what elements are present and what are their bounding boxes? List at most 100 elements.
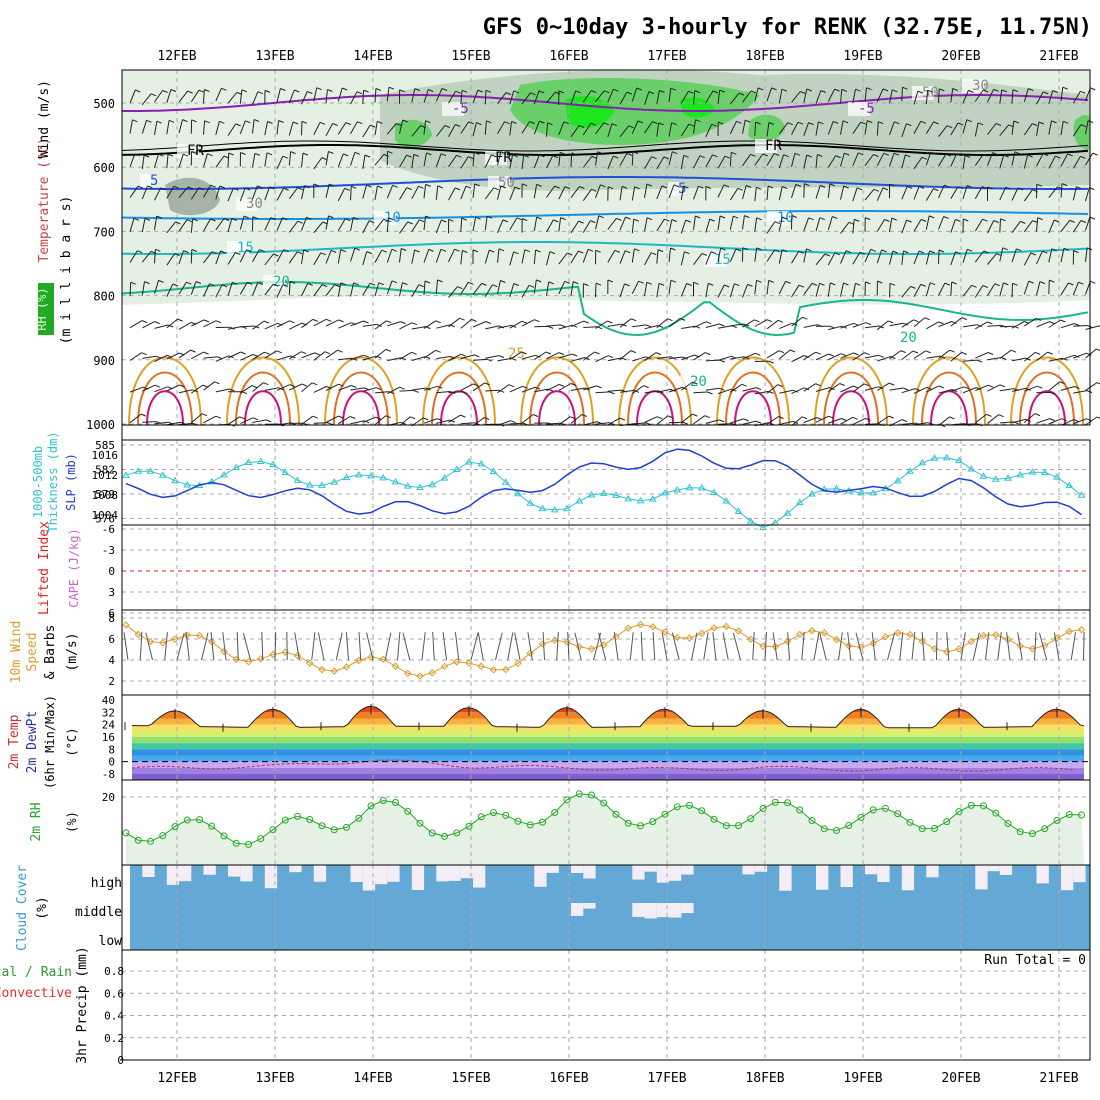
wind-barb <box>717 284 725 298</box>
wind-barb <box>791 416 803 427</box>
wind-barb-flag <box>301 351 307 355</box>
wind-barb-flag <box>701 253 708 256</box>
rh2m-marker <box>600 799 608 807</box>
wind-barb <box>337 218 346 232</box>
wind-barb <box>852 417 866 426</box>
wind-barb <box>1011 418 1026 424</box>
wind-barb-flag <box>1049 418 1055 422</box>
cloud-clear-high <box>571 865 584 873</box>
wind-barb <box>1023 220 1034 233</box>
wind-barb <box>1023 88 1029 103</box>
date-label-bottom: 18FEB <box>745 1071 784 1086</box>
wind-barb <box>913 186 920 200</box>
contour-label-bg <box>140 174 153 188</box>
wind-barb-flag <box>485 89 492 93</box>
wind-barb-flag <box>324 351 331 355</box>
rh2m-marker <box>698 807 706 815</box>
rh-tick: 20 <box>102 791 115 804</box>
wind-barb-flag <box>750 90 757 94</box>
wind-barb-flag <box>1061 183 1068 187</box>
wind-barb <box>668 386 683 393</box>
wind-barb-flag <box>609 422 615 426</box>
wind-barb-flag <box>513 283 519 286</box>
wind-barb <box>472 217 477 232</box>
wind-barb <box>546 185 556 198</box>
wind-barb <box>815 387 830 392</box>
wind-barb <box>240 325 255 328</box>
wind-barb-flag <box>633 389 640 393</box>
surface-wind-barb <box>661 632 668 661</box>
wind-barb <box>350 91 358 105</box>
wind-barb-flag <box>755 387 762 391</box>
wind-barb <box>337 188 346 202</box>
wind-barb <box>533 184 538 199</box>
wind-barb <box>632 385 644 395</box>
wind-barb-flag <box>254 152 261 156</box>
thickness-marker <box>526 499 535 506</box>
wind-barb-flag <box>130 281 136 285</box>
wind-barb-flag <box>581 414 587 417</box>
surface-temperature-contour <box>128 356 202 426</box>
li-tick: -3 <box>102 544 115 557</box>
wind-barb <box>999 421 1014 424</box>
contour-label-bg <box>912 86 934 100</box>
wind-barb <box>668 88 672 103</box>
wind-barb-flag <box>971 284 977 288</box>
wind-barb <box>583 385 597 391</box>
surface-wind-barb <box>242 632 251 661</box>
surface-wind-barb <box>787 632 790 661</box>
wind-barb-flag <box>949 349 955 353</box>
wind-barb-flag <box>522 218 528 222</box>
wind-barb-flag <box>686 283 692 286</box>
rh2m-marker <box>355 814 363 822</box>
rh2m-marker <box>1029 830 1036 838</box>
cloud-clear-mid <box>632 903 645 917</box>
wind-barb <box>644 121 653 134</box>
thickness-marker <box>673 486 682 493</box>
wind-barb-flag <box>263 382 269 386</box>
wind-barb-flag <box>253 119 260 122</box>
wind-barb <box>999 349 1012 359</box>
wind-barb-flag <box>350 416 356 419</box>
wind-barb-flag <box>175 221 181 225</box>
wind-speed-marker <box>146 637 155 646</box>
wind-barb <box>411 88 416 103</box>
wind-barb-flag <box>863 383 870 387</box>
wind-barb-flag <box>993 88 999 92</box>
contour-label: FR <box>495 150 512 166</box>
wind-barb <box>448 391 463 394</box>
wind-barb <box>154 324 169 329</box>
wind-barb-flag <box>328 151 334 154</box>
wind-barb-flag <box>400 321 406 325</box>
wind-barb-flag <box>967 248 973 252</box>
wind-barb-flag <box>375 416 381 420</box>
wind-barb <box>227 416 240 426</box>
wind-barb-flag <box>1013 120 1019 124</box>
wind-barb <box>521 285 530 298</box>
wind-barb <box>852 352 865 361</box>
rh2m-marker <box>416 819 424 827</box>
wind-barb-flag <box>570 383 577 386</box>
wind-barb <box>1011 283 1013 298</box>
wind-barb-flag <box>187 90 193 94</box>
wind-barb-flag <box>1030 252 1036 256</box>
wind-barb-flag <box>413 153 419 157</box>
rh2m-marker <box>686 801 693 809</box>
wind-barb <box>435 279 438 294</box>
cloud-clear-high <box>754 865 768 872</box>
wind-barb <box>337 87 343 102</box>
rh-shading-green <box>1073 115 1090 150</box>
wind-barb <box>717 423 733 425</box>
thickness-marker <box>832 484 841 492</box>
wind-barb-flag <box>658 282 665 286</box>
wind-barb-flag <box>523 154 529 158</box>
wind-barb-flag <box>1000 218 1006 222</box>
wind-barb-flag <box>471 318 477 322</box>
wind-barb <box>766 122 770 137</box>
rh2m-marker <box>171 823 179 831</box>
wind-barb <box>913 386 927 394</box>
wind-barb-flag <box>383 153 389 157</box>
wind-barb-flag <box>671 219 677 223</box>
wind-barb <box>350 354 364 361</box>
wind-barb-flag <box>921 156 928 160</box>
